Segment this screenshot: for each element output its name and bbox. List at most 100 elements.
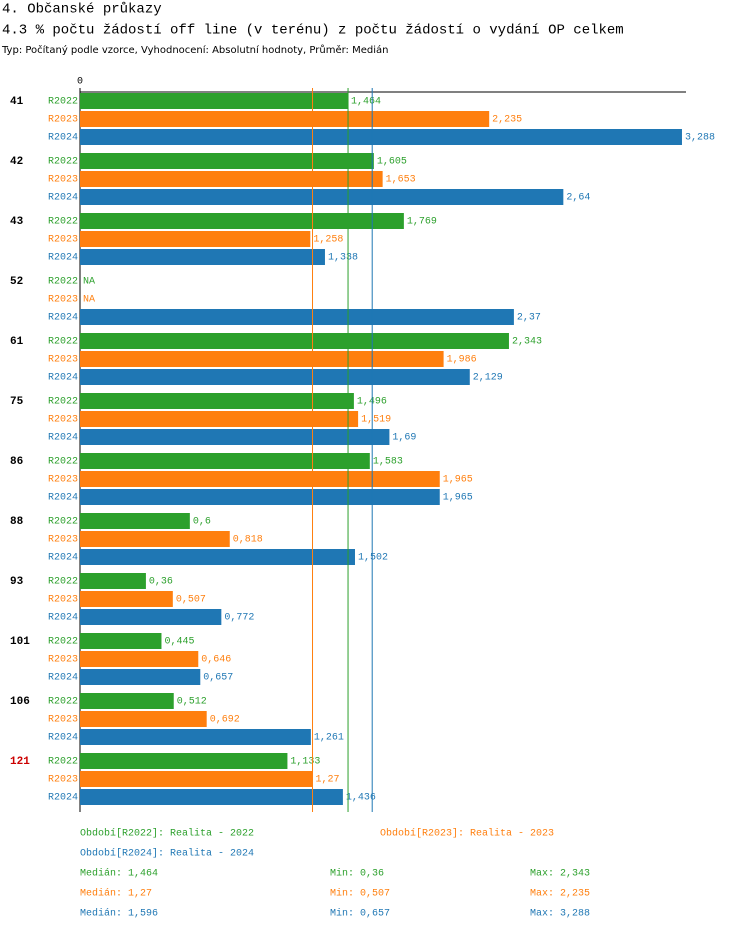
value-label: 0,512 [177,697,207,708]
value-label: 1,261 [314,733,344,744]
section-title: 4. Občanské průkazy [2,2,162,18]
value-label: 0,445 [164,637,194,648]
bar [80,213,404,229]
bar [80,609,222,625]
series-label: R2023 [48,535,78,546]
value-label: 1,653 [386,175,416,186]
bar [80,489,440,505]
category-label: 88 [10,516,24,528]
min-stat: Min: 0,657 [330,908,390,920]
bar [80,411,359,427]
bar [80,351,444,367]
series-label: R2024 [48,733,78,744]
series-label: R2023 [48,115,78,126]
value-label: 0,36 [149,577,173,588]
min-stat: Min: 0,36 [330,868,384,880]
value-label: 0,6 [193,517,211,528]
bar [80,513,190,529]
series-label: R2023 [48,415,78,426]
series-label: R2023 [48,295,78,306]
category-label: 121 [10,756,30,768]
bar [80,231,311,247]
category-label: 93 [10,576,24,588]
value-label: 1,965 [443,475,473,486]
bar [80,471,440,487]
category-label: 61 [10,336,24,348]
bar [80,393,354,409]
category-label: 106 [10,696,30,708]
series-label: R2023 [48,175,78,186]
value-label: 1,464 [351,97,381,108]
value-label: 1,502 [358,553,388,564]
value-label: 1,436 [346,793,376,804]
min-stat: Min: 0,507 [330,888,390,900]
bar [80,531,230,547]
series-label: R2022 [48,577,78,588]
bar [80,669,201,685]
value-label: 2,129 [473,373,503,384]
category-label: 41 [10,96,24,108]
x-tick-label: 0 [77,77,83,88]
median-stat: Medián: 1,596 [80,908,158,920]
bar [80,369,470,385]
bar [80,129,682,145]
value-label: 2,37 [517,313,541,324]
bar [80,693,174,709]
median-stat: Medián: 1,464 [80,868,158,880]
value-label: 1,27 [316,775,340,786]
series-label: R2022 [48,97,78,108]
value-label: 0,772 [224,613,254,624]
value-label: 1,769 [407,217,437,228]
series-label: R2023 [48,355,78,366]
series-label: R2024 [48,793,78,804]
bar [80,729,311,745]
value-label: 0,657 [203,673,233,684]
value-label: 1,583 [373,457,403,468]
series-label: R2022 [48,637,78,648]
series-label: R2022 [48,277,78,288]
value-label: 1,965 [443,493,473,504]
series-label: R2024 [48,553,78,564]
bar [80,93,349,109]
value-label: 2,343 [512,337,542,348]
value-label: NA [83,295,95,306]
value-label: 0,692 [210,715,240,726]
series-label: R2022 [48,397,78,408]
chart-title: 4.3 % počtu žádostí off line (v terénu) … [2,23,624,39]
bar [80,453,370,469]
category-label: 101 [10,636,30,648]
legend-entry: Období[R2023]: Realita - 2023 [380,828,554,840]
series-label: R2024 [48,433,78,444]
series-label: R2022 [48,457,78,468]
series-label: R2022 [48,157,78,168]
bar [80,309,514,325]
bar [80,651,199,667]
value-label: 1,605 [377,157,407,168]
bar [80,753,288,769]
value-label: NA [83,277,95,288]
bar [80,189,564,205]
legend-entry: Období[R2022]: Realita - 2022 [80,828,254,840]
value-label: 0,818 [233,535,263,546]
bar [80,153,374,169]
bar [80,711,207,727]
series-label: R2023 [48,775,78,786]
value-label: 1,519 [361,415,391,426]
series-label: R2024 [48,373,78,384]
series-label: R2023 [48,655,78,666]
value-label: 1,258 [313,235,343,246]
value-label: 3,288 [685,133,715,144]
category-label: 86 [10,456,23,468]
series-label: R2023 [48,595,78,606]
series-label: R2023 [48,235,78,246]
chart-subtitle: Typ: Počítaný podle vzorce, Vyhodnocení:… [1,44,388,56]
series-label: R2022 [48,697,78,708]
value-label: 1,133 [290,757,320,768]
bar [80,429,390,445]
category-label: 75 [10,396,24,408]
bar [80,573,146,589]
series-label: R2022 [48,517,78,528]
series-label: R2022 [48,217,78,228]
bar [80,249,325,265]
bar [80,549,355,565]
